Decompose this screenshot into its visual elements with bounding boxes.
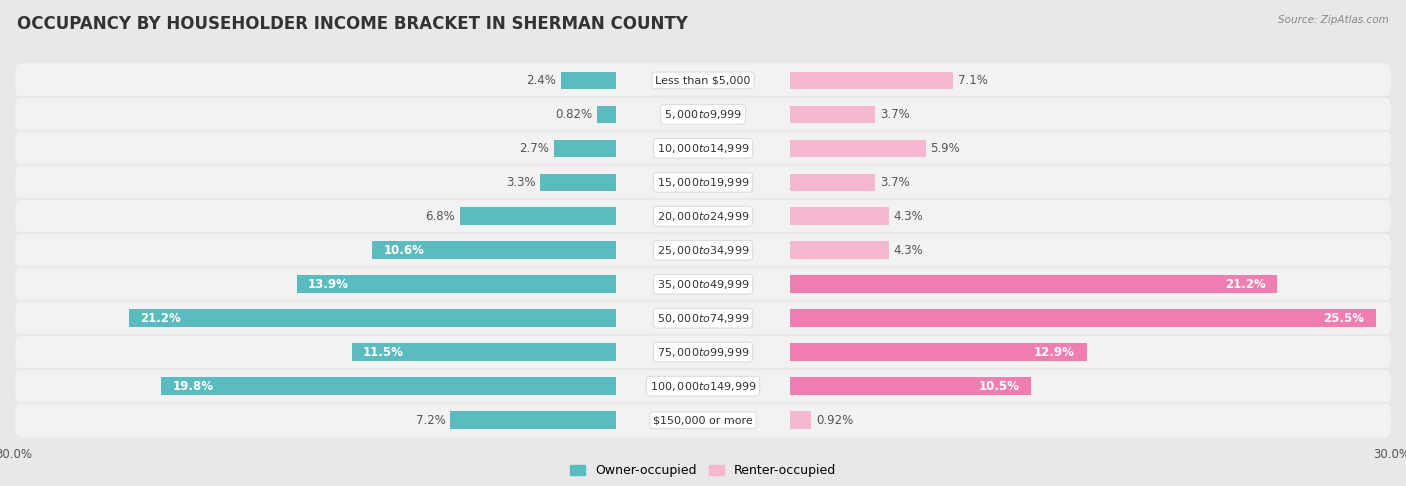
FancyBboxPatch shape bbox=[15, 267, 1391, 302]
Text: $100,000 to $149,999: $100,000 to $149,999 bbox=[650, 380, 756, 393]
Bar bbox=[129, 310, 616, 327]
Bar bbox=[790, 344, 1087, 361]
Text: $150,000 or more: $150,000 or more bbox=[654, 415, 752, 425]
Text: 3.3%: 3.3% bbox=[506, 176, 536, 189]
Text: 2.7%: 2.7% bbox=[519, 142, 550, 155]
FancyBboxPatch shape bbox=[15, 63, 1391, 98]
Text: $50,000 to $74,999: $50,000 to $74,999 bbox=[657, 312, 749, 325]
Text: 25.5%: 25.5% bbox=[1323, 312, 1364, 325]
Text: Less than $5,000: Less than $5,000 bbox=[655, 75, 751, 86]
Text: 0.82%: 0.82% bbox=[555, 108, 592, 121]
Text: 10.6%: 10.6% bbox=[384, 244, 425, 257]
Bar bbox=[790, 71, 953, 89]
Bar bbox=[554, 139, 616, 157]
Text: OCCUPANCY BY HOUSEHOLDER INCOME BRACKET IN SHERMAN COUNTY: OCCUPANCY BY HOUSEHOLDER INCOME BRACKET … bbox=[17, 15, 688, 33]
Bar bbox=[790, 208, 889, 225]
Text: $25,000 to $34,999: $25,000 to $34,999 bbox=[657, 244, 749, 257]
Bar bbox=[790, 411, 811, 429]
Text: 4.3%: 4.3% bbox=[894, 210, 924, 223]
Bar bbox=[162, 377, 616, 395]
Bar bbox=[790, 377, 1032, 395]
Text: $20,000 to $24,999: $20,000 to $24,999 bbox=[657, 210, 749, 223]
Text: 3.7%: 3.7% bbox=[880, 108, 910, 121]
Text: $75,000 to $99,999: $75,000 to $99,999 bbox=[657, 346, 749, 359]
Text: 7.2%: 7.2% bbox=[416, 414, 446, 427]
Text: 4.3%: 4.3% bbox=[894, 244, 924, 257]
Bar bbox=[561, 71, 616, 89]
Bar bbox=[373, 242, 616, 259]
FancyBboxPatch shape bbox=[15, 233, 1391, 268]
Text: $5,000 to $9,999: $5,000 to $9,999 bbox=[664, 108, 742, 121]
Text: 10.5%: 10.5% bbox=[979, 380, 1019, 393]
FancyBboxPatch shape bbox=[15, 369, 1391, 403]
Bar bbox=[450, 411, 616, 429]
FancyBboxPatch shape bbox=[15, 335, 1391, 369]
Bar bbox=[540, 174, 616, 191]
Bar bbox=[790, 310, 1376, 327]
Bar bbox=[460, 208, 616, 225]
FancyBboxPatch shape bbox=[15, 301, 1391, 335]
Text: 12.9%: 12.9% bbox=[1035, 346, 1076, 359]
Text: Source: ZipAtlas.com: Source: ZipAtlas.com bbox=[1278, 15, 1389, 25]
Text: 2.4%: 2.4% bbox=[526, 74, 555, 87]
Text: 6.8%: 6.8% bbox=[425, 210, 456, 223]
Bar bbox=[790, 276, 1277, 293]
FancyBboxPatch shape bbox=[15, 97, 1391, 132]
Text: 19.8%: 19.8% bbox=[173, 380, 214, 393]
Text: 13.9%: 13.9% bbox=[308, 278, 349, 291]
Legend: Owner-occupied, Renter-occupied: Owner-occupied, Renter-occupied bbox=[565, 459, 841, 482]
Text: 21.2%: 21.2% bbox=[1225, 278, 1265, 291]
Text: 11.5%: 11.5% bbox=[363, 346, 404, 359]
Text: 7.1%: 7.1% bbox=[957, 74, 988, 87]
Bar bbox=[790, 139, 925, 157]
Text: 3.7%: 3.7% bbox=[880, 176, 910, 189]
Bar bbox=[790, 174, 876, 191]
FancyBboxPatch shape bbox=[15, 403, 1391, 437]
FancyBboxPatch shape bbox=[15, 199, 1391, 234]
Text: $10,000 to $14,999: $10,000 to $14,999 bbox=[657, 142, 749, 155]
Text: 0.92%: 0.92% bbox=[815, 414, 853, 427]
Text: 21.2%: 21.2% bbox=[141, 312, 181, 325]
Text: $35,000 to $49,999: $35,000 to $49,999 bbox=[657, 278, 749, 291]
Bar bbox=[598, 105, 616, 123]
Bar bbox=[297, 276, 616, 293]
Bar bbox=[790, 105, 876, 123]
Text: 5.9%: 5.9% bbox=[931, 142, 960, 155]
FancyBboxPatch shape bbox=[15, 131, 1391, 166]
FancyBboxPatch shape bbox=[15, 165, 1391, 200]
Bar bbox=[352, 344, 616, 361]
Text: $15,000 to $19,999: $15,000 to $19,999 bbox=[657, 176, 749, 189]
Bar bbox=[790, 242, 889, 259]
